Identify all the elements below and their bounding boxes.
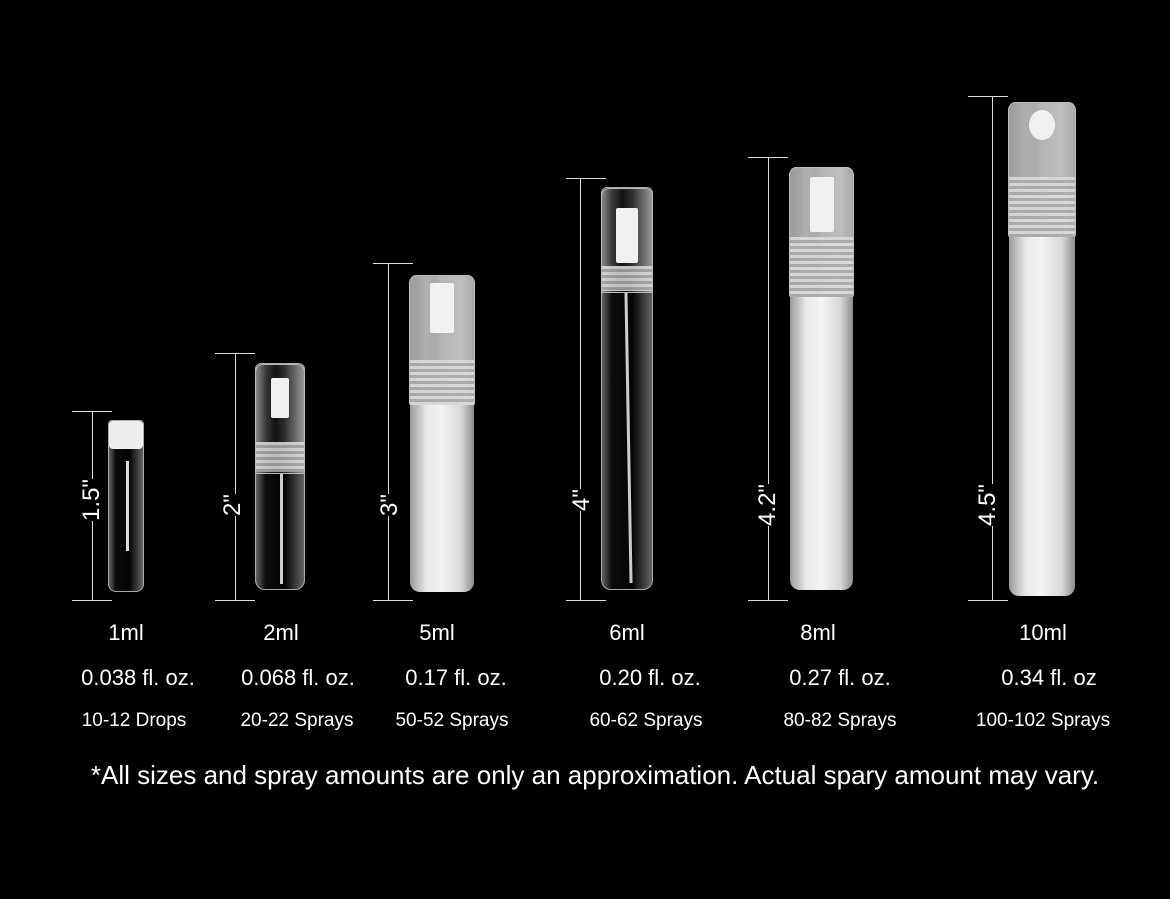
bottle-5ml: [409, 275, 475, 592]
amount-label: 60-62 Sprays: [589, 710, 703, 731]
volume-label: 5ml: [419, 620, 455, 645]
measure-line-2: [235, 353, 236, 600]
fl-oz-label: 0.27 fl. oz.: [789, 665, 891, 690]
measure-line-6: [992, 96, 993, 600]
volume-label: 6ml: [609, 620, 645, 645]
height-label-6: 4.5": [970, 484, 1006, 526]
height-label-1: 1.5": [74, 479, 110, 521]
measure-line-4: [580, 178, 581, 600]
volume-label: 10ml: [1019, 620, 1067, 645]
measure-tick: [72, 600, 112, 601]
amount-label: 20-22 Sprays: [240, 710, 354, 731]
spray-nozzle: [1029, 110, 1055, 140]
amount-label: 10-12 Drops: [81, 710, 187, 731]
fl-oz-label: 0.068 fl. oz.: [241, 665, 355, 690]
volume-label: 8ml: [800, 620, 836, 645]
amount-label: 80-82 Sprays: [783, 710, 897, 731]
measure-tick: [215, 353, 255, 354]
spray-nozzle: [271, 378, 289, 418]
dip-tube: [280, 474, 283, 584]
measure-tick: [373, 263, 413, 264]
volume-label: 2ml: [263, 620, 299, 645]
measure-tick: [72, 411, 112, 412]
fl-oz-label: 0.17 fl. oz.: [405, 665, 507, 690]
amount-label: 100-102 Sprays: [975, 710, 1111, 731]
collar: [410, 360, 474, 405]
measure-tick: [566, 178, 606, 179]
spray-nozzle: [430, 283, 454, 333]
measure-line-3: [388, 263, 389, 600]
collar: [256, 442, 304, 472]
measure-tick: [968, 600, 1008, 601]
height-label-4: 4": [564, 489, 600, 511]
measure-tick: [566, 600, 606, 601]
spray-nozzle: [809, 177, 834, 232]
fl-oz-label: 0.20 fl. oz.: [599, 665, 701, 690]
dip-tube: [624, 292, 633, 584]
bottle-6ml: [601, 187, 653, 590]
measure-tick: [748, 157, 788, 158]
bottle-8ml: [789, 167, 854, 590]
height-label-2: 2": [215, 494, 251, 516]
vial-stem: [126, 461, 129, 551]
fl-oz-label: 0.34 fl. oz: [1001, 665, 1097, 690]
bottle-10ml: [1008, 102, 1076, 596]
volume-label: 1ml: [108, 620, 144, 645]
vial-cap: [109, 421, 143, 449]
spray-nozzle: [616, 208, 638, 263]
measure-tick: [748, 600, 788, 601]
bottle-2ml: [255, 363, 305, 590]
measure-line-5: [768, 157, 769, 600]
measure-tick: [373, 600, 413, 601]
height-label-3: 3": [372, 494, 408, 516]
amount-label: 50-52 Sprays: [395, 710, 509, 731]
measure-tick: [968, 96, 1008, 97]
fl-oz-label: 0.038 fl. oz.: [81, 665, 195, 690]
footnote: *All sizes and spray amounts are only an…: [90, 760, 1100, 790]
collar: [790, 237, 853, 297]
vial-1ml: [108, 420, 144, 592]
height-label-5: 4.2": [750, 484, 786, 526]
collar: [602, 266, 652, 291]
collar: [1009, 177, 1075, 237]
measure-tick: [215, 600, 255, 601]
